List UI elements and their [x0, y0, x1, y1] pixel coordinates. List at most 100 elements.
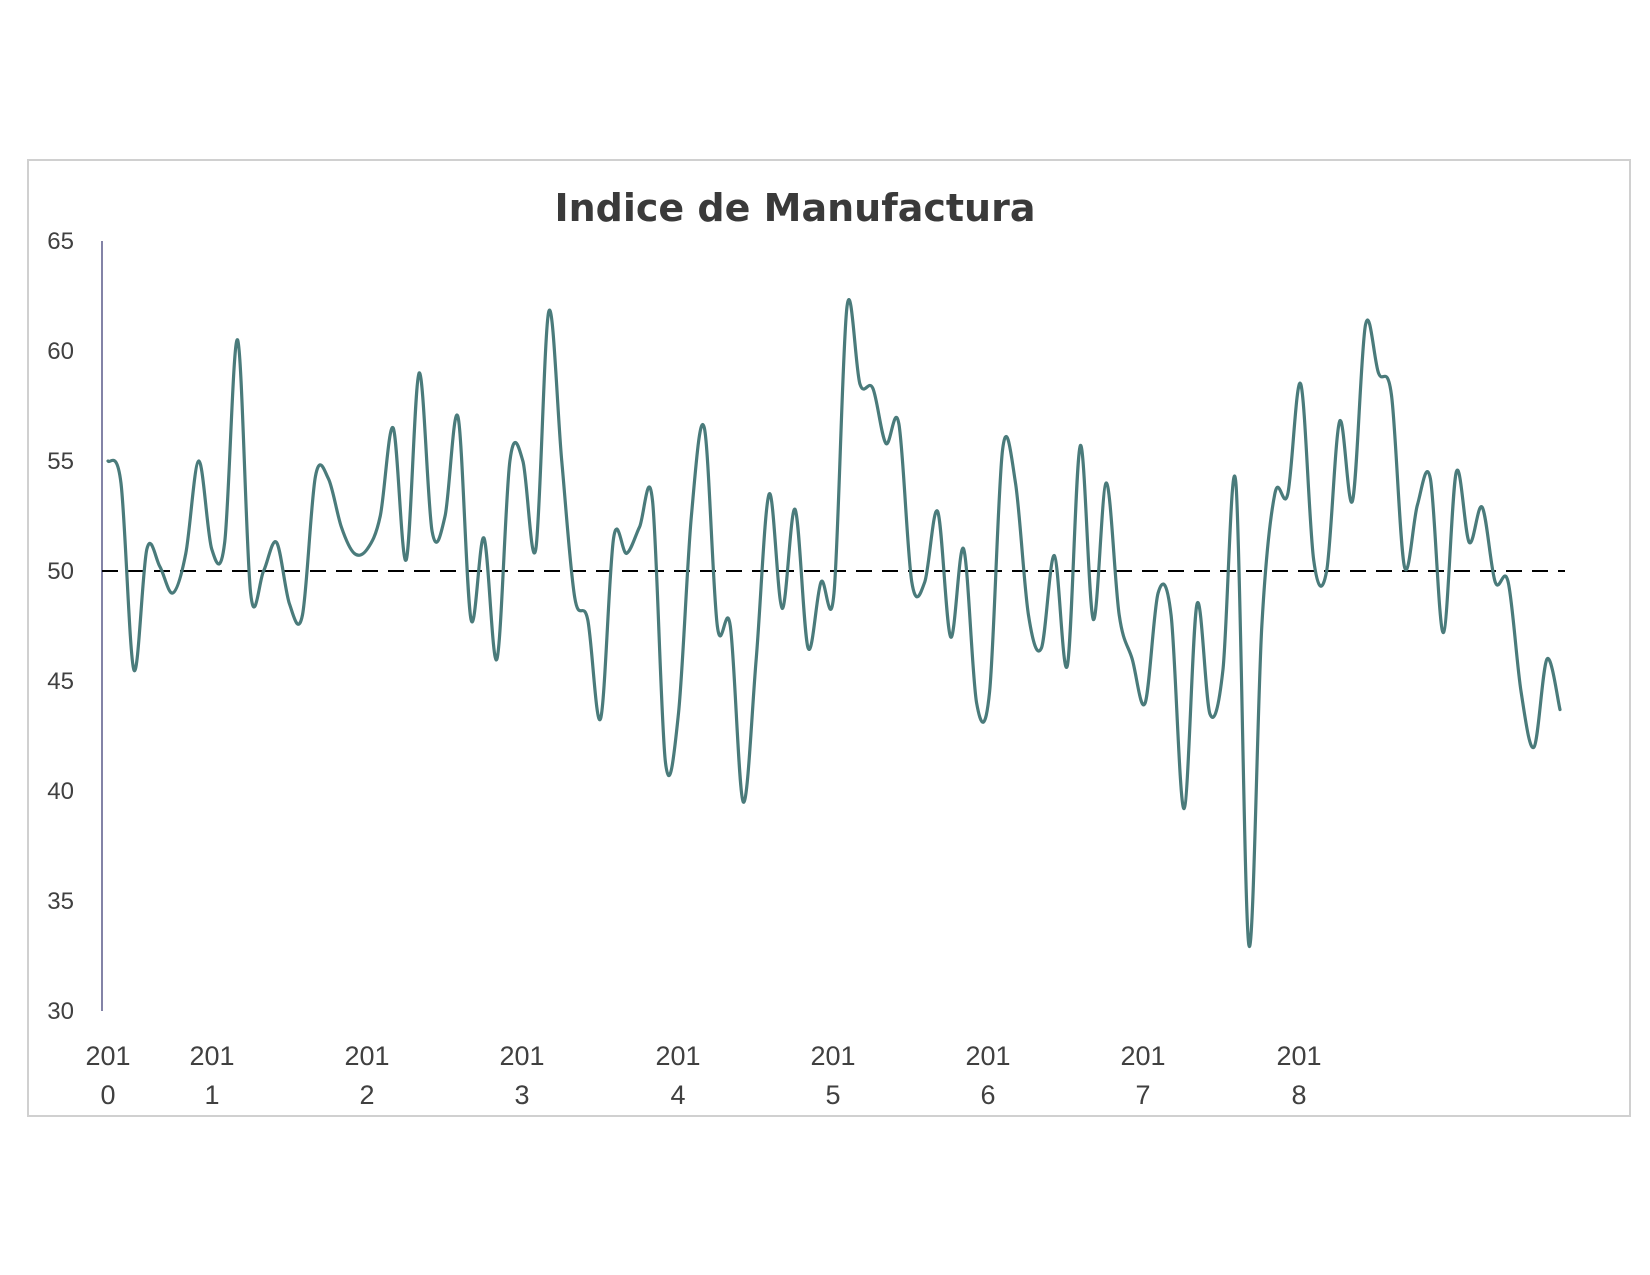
data-point	[1532, 745, 1536, 749]
data-point	[1234, 481, 1238, 485]
x-tick-label-line1: 201	[344, 1041, 389, 1071]
y-axis-ticks: 30 35 40 45 50 55 60 65	[47, 228, 74, 1025]
data-point	[975, 701, 978, 705]
data-point	[690, 514, 693, 518]
data-point	[106, 459, 110, 463]
x-tick-label-line1: 201	[810, 1041, 855, 1071]
x-tick-label-line1: 201	[655, 1041, 700, 1071]
data-point	[962, 547, 965, 551]
data-point	[210, 547, 213, 551]
data-point	[923, 580, 926, 584]
x-tick-label-line2: 3	[514, 1080, 529, 1110]
data-point	[495, 657, 499, 661]
data-point	[793, 508, 797, 511]
data-point	[1493, 580, 1497, 584]
data-point	[651, 499, 654, 502]
data-point	[884, 442, 888, 445]
data-point	[1247, 943, 1251, 947]
data-point	[845, 305, 849, 309]
data-point	[301, 613, 304, 617]
data-point	[780, 607, 784, 610]
data-point	[1338, 420, 1341, 423]
data-point	[1040, 646, 1043, 650]
data-point	[664, 761, 667, 764]
data-point	[1545, 657, 1549, 661]
data-point	[1092, 618, 1095, 621]
data-point	[1364, 323, 1367, 326]
data-point	[988, 690, 991, 694]
data-point	[1481, 506, 1484, 509]
data-point	[1066, 664, 1069, 667]
x-tick-label-line1: 201	[189, 1041, 234, 1071]
y-tick-label: 60	[47, 338, 74, 365]
data-point	[1286, 492, 1289, 496]
data-point	[612, 536, 615, 540]
chart-frame	[27, 159, 1631, 1117]
data-point	[119, 481, 123, 485]
data-point	[1053, 554, 1056, 557]
data-point	[1442, 631, 1445, 634]
y-tick-label: 35	[47, 888, 74, 915]
data-point	[1221, 668, 1225, 672]
data-point	[936, 510, 939, 513]
data-point	[1506, 580, 1510, 584]
data-point	[1416, 503, 1419, 507]
data-point	[379, 514, 382, 518]
data-point	[560, 459, 563, 463]
y-tick-label: 50	[47, 558, 74, 585]
data-point	[1027, 613, 1030, 617]
data-point	[1468, 541, 1471, 544]
data-point	[1455, 470, 1458, 474]
data-point	[1260, 624, 1264, 628]
data-point	[1403, 565, 1406, 568]
data-point	[858, 382, 862, 386]
data-point	[392, 426, 395, 430]
data-point	[314, 475, 317, 478]
x-tick-label-line2: 1	[204, 1080, 219, 1110]
data-point	[1001, 448, 1004, 452]
x-axis-ticks: 201 0 201 1 201 2 201 3 201 4 201 5 201 6 201 7 201 8	[85, 1041, 1321, 1110]
x-tick-label-line1: 201	[1120, 1041, 1165, 1071]
data-point	[430, 530, 434, 533]
data-point	[716, 624, 719, 628]
data-point	[910, 580, 913, 584]
data-point	[703, 426, 706, 430]
data-point	[443, 514, 447, 518]
data-point	[417, 371, 421, 375]
data-point	[171, 591, 175, 595]
data-point	[832, 591, 836, 595]
data-point	[586, 618, 589, 621]
series-points	[106, 305, 1562, 947]
y-tick-label: 65	[47, 228, 74, 255]
data-point	[184, 552, 187, 555]
data-point	[1390, 393, 1393, 397]
data-point	[1169, 613, 1173, 617]
data-point	[1325, 569, 1328, 573]
data-point	[819, 580, 823, 584]
data-point	[1312, 558, 1315, 562]
data-point	[262, 569, 265, 573]
x-tick-label-line1: 201	[85, 1041, 130, 1071]
data-point	[1351, 499, 1354, 502]
x-tick-label-line2: 0	[100, 1080, 115, 1110]
data-point	[482, 536, 486, 540]
data-point	[742, 800, 745, 804]
data-point	[767, 492, 771, 496]
data-point	[1156, 591, 1160, 595]
y-tick-label: 45	[47, 668, 74, 695]
data-point	[1130, 657, 1134, 661]
data-point	[145, 547, 149, 551]
y-tick-label: 55	[47, 448, 74, 475]
data-point	[1105, 481, 1108, 485]
data-point	[755, 657, 758, 661]
series-line	[106, 297, 1562, 949]
data-point	[1299, 382, 1302, 386]
data-point	[340, 525, 343, 529]
data-point	[1195, 602, 1199, 606]
data-point	[353, 552, 356, 555]
data-point	[1429, 477, 1432, 480]
x-tick-label-line1: 201	[965, 1041, 1010, 1071]
data-point	[456, 415, 460, 419]
data-point	[1208, 712, 1212, 716]
